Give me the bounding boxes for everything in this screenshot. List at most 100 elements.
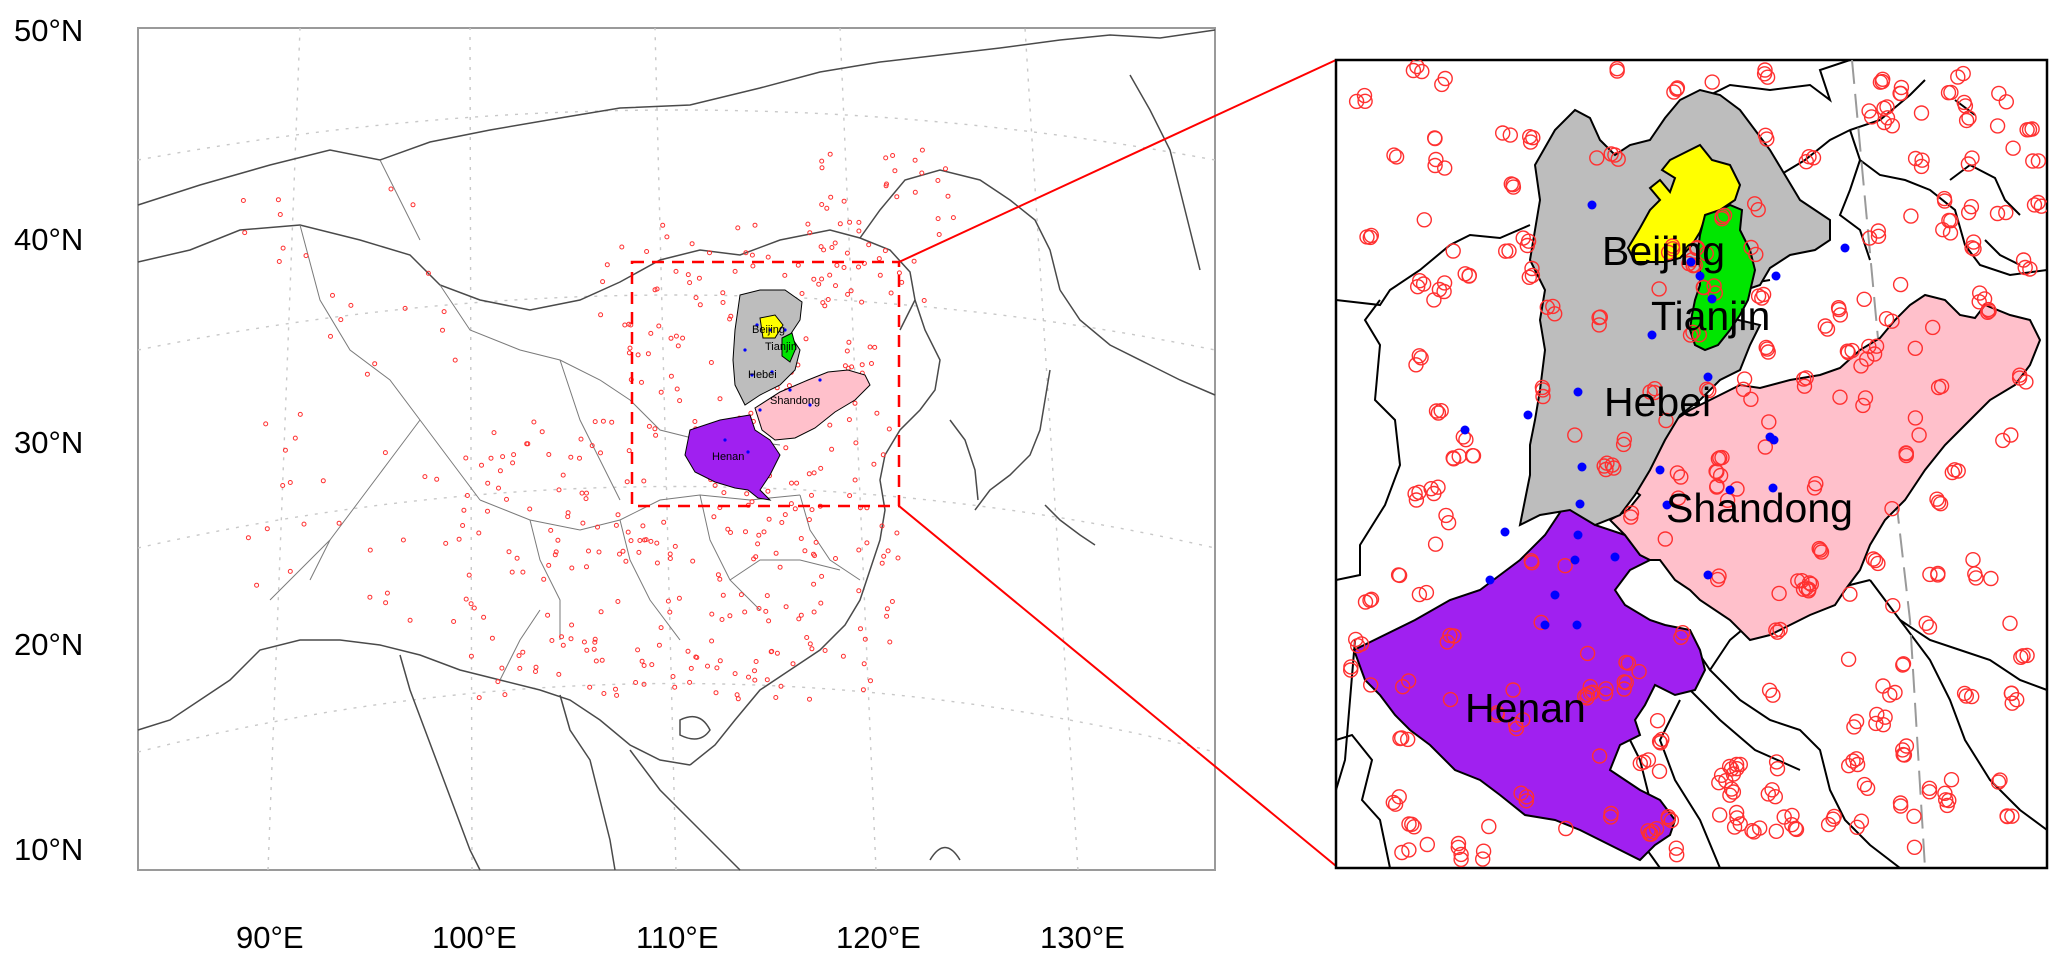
station-marker [502, 692, 508, 698]
station-marker [1649, 713, 1666, 729]
station-marker [689, 241, 695, 247]
station-marker [1503, 176, 1520, 192]
station-marker [871, 461, 877, 467]
station-marker [623, 558, 629, 564]
station-marker [648, 538, 654, 544]
station-marker [1805, 150, 1822, 166]
station-marker [485, 508, 490, 514]
station-marker [1907, 150, 1924, 167]
station-marker [481, 614, 487, 620]
station-marker [859, 299, 865, 305]
station-marker [468, 653, 474, 659]
inset-shandong-region [1608, 293, 2042, 642]
station-marker [506, 549, 512, 555]
inset-station-markers [1342, 60, 2047, 868]
station-marker [1691, 327, 1708, 343]
station-marker [520, 649, 526, 655]
station-marker [841, 265, 847, 270]
station-marker [812, 553, 817, 559]
station-marker [1640, 752, 1657, 768]
station-marker [1451, 448, 1467, 464]
station-marker [568, 454, 574, 460]
station-marker [569, 565, 575, 571]
station-marker [1411, 348, 1428, 364]
station-marker [1757, 127, 1774, 144]
station-marker [919, 170, 925, 176]
station-marker [382, 450, 388, 456]
station-marker [626, 448, 632, 454]
station-marker [1941, 792, 1957, 809]
station-marker [1995, 432, 2011, 449]
station-marker [935, 178, 941, 183]
station-marker [617, 551, 622, 557]
station-marker [596, 549, 602, 555]
station-marker [1865, 551, 1882, 567]
station-marker [1502, 127, 1519, 143]
station-marker [732, 671, 738, 677]
station-marker [489, 635, 495, 641]
inset-label-tianjin: Tianjin [1651, 293, 1770, 339]
station-marker [1859, 780, 1876, 796]
station-marker [1524, 267, 1541, 284]
station-marker [1803, 576, 1820, 592]
station-marker [889, 599, 895, 604]
station-marker [1688, 240, 1705, 257]
station-marker [280, 245, 286, 251]
station-marker [1768, 622, 1784, 638]
station-marker [1811, 540, 1827, 557]
station-marker [811, 609, 817, 615]
station-marker [1898, 738, 1915, 754]
station-marker [615, 599, 621, 604]
station-marker [1784, 807, 1800, 824]
station-marker [1363, 227, 1380, 244]
latitude-labels: 50°N 40°N 30°N 20°N 10°N [14, 13, 83, 867]
station-marker [504, 496, 509, 502]
station-marker [1436, 160, 1453, 176]
station-marker [1895, 656, 1912, 672]
station-marker [829, 446, 835, 452]
station-marker [876, 256, 882, 262]
station-marker [627, 345, 633, 351]
station-marker [834, 262, 840, 268]
station-marker [1808, 476, 1824, 492]
main-station-markers [240, 147, 956, 702]
station-marker [728, 313, 734, 319]
station-marker [799, 291, 805, 296]
station-marker [1401, 816, 1417, 832]
station-marker [599, 657, 605, 663]
station-marker [765, 254, 771, 260]
station-marker [874, 410, 880, 416]
station-marker [584, 647, 590, 653]
inset-graticule-line [1851, 60, 1926, 868]
station-marker [685, 272, 691, 278]
station-marker [1846, 719, 1862, 735]
main-map: Beijing Tianjin Hebei Shandong Henan 50°… [14, 13, 1216, 955]
station-marker [792, 506, 798, 512]
main-label-hebei: Hebei [748, 369, 777, 381]
station-marker [1353, 636, 1370, 652]
station-marker [1913, 105, 1930, 121]
station-marker [884, 606, 890, 612]
station-marker [1497, 243, 1514, 259]
station-marker [652, 426, 658, 432]
station-marker [761, 529, 767, 535]
station-marker [1921, 780, 1938, 796]
station-marker [1362, 677, 1379, 693]
station-marker [794, 480, 800, 486]
station-marker [743, 250, 749, 256]
station-marker [242, 230, 248, 236]
station-marker [1579, 686, 1596, 703]
station-marker [1721, 758, 1738, 775]
station-marker [1685, 324, 1701, 340]
station-marker [578, 436, 584, 442]
station-marker [613, 522, 619, 528]
station-marker [2015, 648, 2031, 664]
zoom-connectors [898, 59, 1337, 867]
station-marker [1992, 772, 2008, 788]
station-marker [1930, 494, 1947, 510]
station-marker [1776, 809, 1792, 825]
station-marker [882, 248, 888, 254]
station-marker [829, 245, 835, 250]
station-marker [879, 523, 885, 529]
station-marker [819, 276, 825, 282]
